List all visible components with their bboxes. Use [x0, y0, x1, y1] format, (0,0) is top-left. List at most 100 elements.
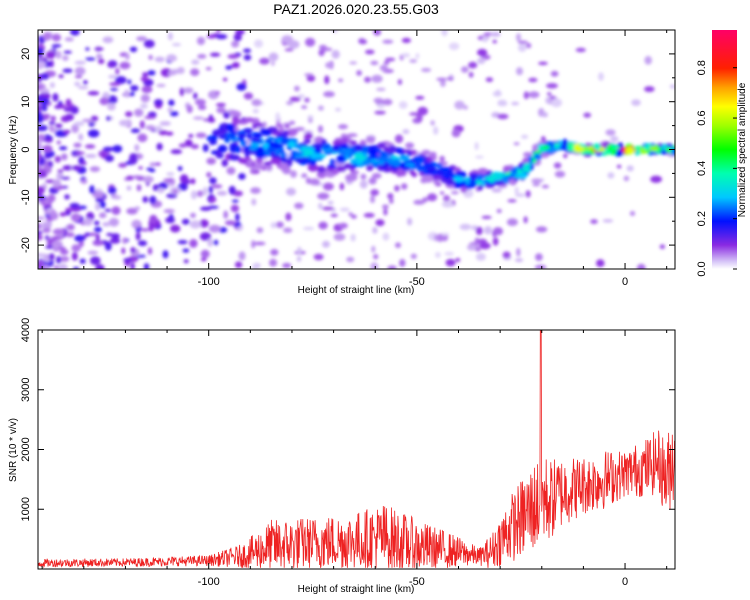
noise-cell — [441, 30, 448, 37]
noise-cell — [102, 146, 114, 152]
noise-cell — [285, 212, 292, 221]
noise-cell — [290, 170, 297, 178]
signal-cell — [343, 163, 353, 169]
noise-cell — [323, 91, 335, 98]
signal-cell — [665, 147, 672, 153]
signal-cell — [347, 173, 358, 182]
signal-cell — [341, 136, 349, 145]
noise-cell — [191, 59, 200, 65]
noise-cell — [421, 67, 432, 73]
noise-cell — [440, 191, 445, 195]
noise-cell — [44, 211, 57, 216]
noise-cell — [167, 32, 173, 41]
signal-cell — [353, 170, 359, 175]
noise-cell — [57, 246, 66, 250]
noise-cell — [297, 246, 302, 254]
noise-cell — [74, 60, 87, 65]
noise-cell — [149, 195, 157, 205]
noise-cell — [373, 97, 384, 104]
noise-cell — [98, 212, 107, 219]
noise-cell — [56, 140, 62, 145]
noise-cell — [197, 54, 207, 59]
noise-cell — [243, 54, 252, 61]
noise-cell — [495, 89, 501, 96]
noise-cell — [54, 155, 61, 163]
noise-cell — [669, 84, 675, 89]
signal-cell — [311, 142, 323, 149]
noise-cell — [111, 233, 120, 240]
noise-cell — [416, 113, 423, 123]
noise-cell — [167, 71, 176, 76]
signal-cell — [216, 106, 226, 114]
noise-cell — [413, 199, 425, 205]
noise-cell — [523, 91, 529, 100]
noise-cell — [130, 128, 141, 133]
noise-cell — [38, 85, 43, 89]
noise-cell — [262, 121, 267, 128]
noise-cell — [143, 263, 150, 269]
noise-cell — [330, 213, 338, 218]
noise-cell — [189, 239, 198, 248]
noise-cell — [398, 101, 408, 109]
noise-cell — [140, 76, 149, 82]
noise-cell — [270, 222, 277, 229]
noise-cell — [104, 208, 112, 212]
spectrogram-ytick-label: -20 — [20, 237, 32, 253]
signal-cell — [502, 165, 511, 173]
noise-cell — [38, 261, 43, 268]
noise-cell — [383, 208, 388, 216]
signal-cell — [266, 146, 276, 153]
noise-cell — [108, 74, 117, 79]
noise-cell — [59, 212, 67, 217]
noise-cell — [38, 253, 45, 258]
noise-cell — [190, 144, 199, 150]
noise-cell — [338, 78, 344, 83]
signal-cell — [293, 151, 302, 157]
noise-cell — [546, 83, 558, 89]
noise-cell — [39, 88, 50, 94]
noise-cell — [350, 233, 356, 242]
noise-cell — [64, 194, 70, 200]
noise-cell — [270, 61, 275, 66]
signal-cell — [445, 177, 455, 186]
signal-cell — [573, 145, 584, 153]
signal-cell — [399, 162, 406, 170]
noise-cell — [304, 73, 314, 77]
noise-cell — [215, 103, 226, 107]
noise-cell — [52, 179, 62, 188]
noise-cell — [383, 61, 390, 65]
noise-cell — [491, 188, 502, 193]
noise-cell — [437, 233, 443, 243]
colorbar-gradient — [712, 30, 737, 269]
noise-cell — [440, 232, 450, 236]
signal-cell — [430, 174, 442, 181]
signal-cell — [399, 154, 410, 162]
noise-cell — [379, 64, 389, 71]
noise-cell — [163, 209, 175, 214]
noise-cell — [131, 221, 141, 226]
signal-cell — [246, 132, 252, 140]
signal-cell — [338, 124, 348, 130]
signal-cell — [405, 142, 415, 149]
noise-cell — [77, 85, 89, 90]
noise-cell — [47, 194, 56, 203]
signal-cell — [594, 143, 601, 152]
signal-cell — [310, 152, 318, 160]
noise-cell — [71, 124, 79, 134]
noise-cell — [236, 83, 247, 91]
noise-cell — [95, 233, 100, 242]
noise-cell — [66, 223, 75, 231]
noise-cell — [170, 149, 183, 155]
noise-cell — [443, 195, 451, 202]
noise-cell — [80, 179, 88, 184]
noise-cell — [370, 195, 375, 204]
noise-cell — [166, 172, 175, 176]
noise-cell — [74, 81, 81, 87]
noise-cell — [493, 227, 503, 236]
signal-cell — [391, 155, 397, 160]
noise-cell — [56, 256, 62, 264]
noise-cell — [64, 37, 74, 42]
signal-cell — [421, 149, 431, 156]
noise-cell — [319, 44, 327, 50]
noise-cell — [98, 58, 105, 65]
